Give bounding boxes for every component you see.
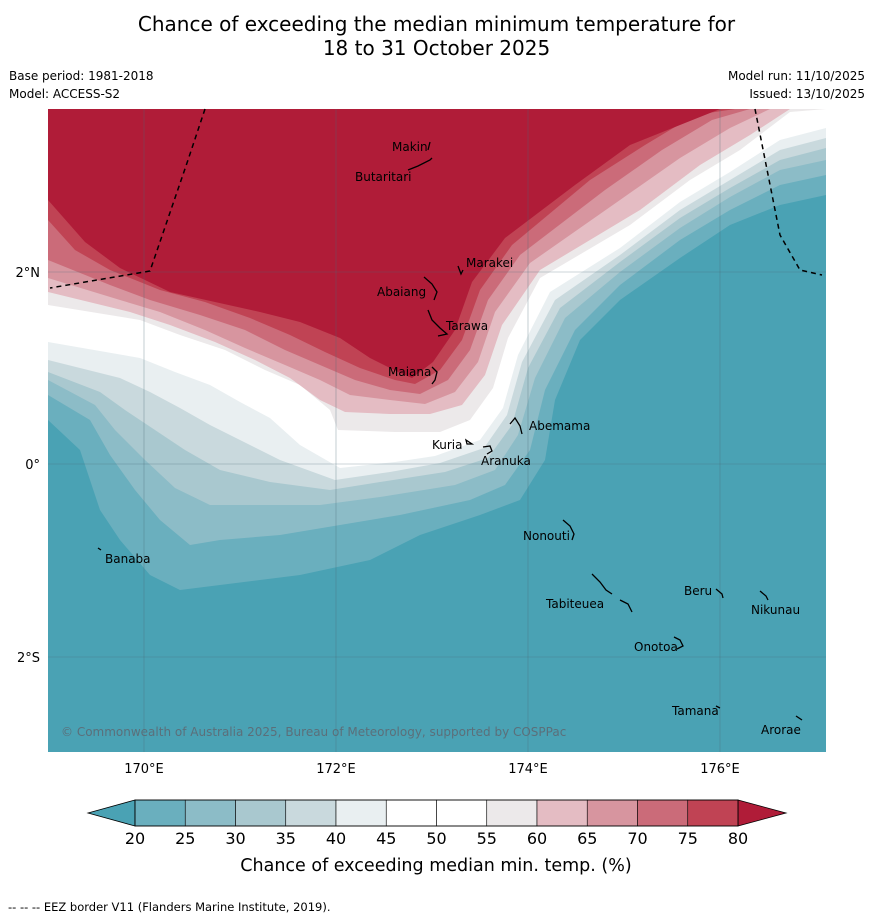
colorbar-label: Chance of exceeding median min. temp. (%…	[240, 856, 631, 876]
colorbar-segment-45-50	[385, 799, 437, 827]
colorbar-tick-55: 55	[477, 829, 497, 848]
gridlines	[48, 109, 826, 752]
colorbar-segment-25-30	[184, 799, 236, 827]
label-kuria: Kuria	[432, 438, 463, 452]
label-beru: Beru	[684, 584, 712, 598]
label-arorae: Arorae	[761, 723, 801, 737]
lon-label-174e: 174°E	[508, 762, 548, 777]
atolls	[97, 141, 803, 721]
colorbar-segment-30-35	[235, 799, 287, 827]
colorbar-tick-65: 65	[577, 829, 597, 848]
label-tarawa: Tarawa	[445, 319, 488, 333]
lat-label-2s: 2°S	[17, 651, 40, 666]
model-run-date: Model run: 11/10/2025	[727, 69, 865, 83]
lat-label-0: 0°	[25, 458, 40, 473]
model-name: Model: ACCESS-S2	[9, 87, 121, 101]
label-nikunau: Nikunau	[751, 603, 800, 617]
label-tamana: Tamana	[671, 704, 719, 718]
colorbar-tick-80: 80	[728, 829, 748, 848]
eez-credit: -- -- -- EEZ border V11 (Flanders Marine…	[8, 900, 331, 914]
colorbar-segment-50-55	[436, 799, 488, 827]
colorbar-extend-high	[737, 799, 788, 827]
colorbar-segment-75-80	[687, 799, 739, 827]
label-butaritari: Butaritari	[355, 170, 412, 184]
lon-label-170e: 170°E	[124, 762, 164, 777]
label-abaiang: Abaiang	[377, 285, 426, 299]
lon-label-172e: 172°E	[316, 762, 356, 777]
colorbar-segment-55-60	[486, 799, 538, 827]
colorbar-tick-70: 70	[627, 829, 647, 848]
colorbar-tick-20: 20	[125, 829, 145, 848]
colorbar: 20 25 30 35 40 45 50 55 60 65 70 75 80 Chance of exc…	[86, 799, 788, 876]
copyright-notice: © Commonwealth of Australia 2025, Bureau…	[61, 725, 566, 739]
label-onotoa: Onotoa	[634, 640, 678, 654]
colorbar-extend-low	[86, 799, 136, 827]
chart-title: Chance of exceeding the median minimum t…	[0, 12, 873, 60]
colorbar-tick-25: 25	[175, 829, 195, 848]
label-abemama: Abemama	[529, 419, 590, 433]
colorbar-segment-35-40	[285, 799, 337, 827]
eez-border	[49, 108, 823, 289]
colorbar-segment-40-45	[335, 799, 387, 827]
colorbar-tick-40: 40	[326, 829, 346, 848]
colorbar-segment-20-25	[134, 799, 186, 827]
label-nonouti: Nonouti	[523, 529, 570, 543]
label-maiana: Maiana	[388, 365, 431, 379]
base-period: Base period: 1981-2018	[9, 69, 154, 83]
colorbar-segment-70-75	[637, 799, 689, 827]
zone-above80	[48, 109, 720, 378]
colorbar-tick-35: 35	[276, 829, 296, 848]
colorbar-segment-65-70	[586, 799, 638, 827]
label-makin: Makin	[392, 140, 428, 154]
colorbar-segment-60-65	[536, 799, 588, 827]
probability-field	[48, 109, 826, 752]
title-line-1: Chance of exceeding the median minimum t…	[137, 12, 736, 36]
lat-label-2n: 2°N	[16, 266, 41, 281]
label-tabiteuea: Tabiteuea	[545, 597, 604, 611]
title-line-2: 18 to 31 October 2025	[322, 36, 551, 60]
colorbar-tick-30: 30	[225, 829, 245, 848]
colorbar-tick-60: 60	[527, 829, 547, 848]
colorbar-tick-45: 45	[376, 829, 396, 848]
label-aranuka: Aranuka	[481, 454, 531, 468]
colorbar-tick-75: 75	[678, 829, 698, 848]
lon-label-176e: 176°E	[700, 762, 740, 777]
colorbar-tick-50: 50	[426, 829, 446, 848]
label-marakei: Marakei	[466, 256, 513, 270]
issued-date: Issued: 13/10/2025	[749, 87, 865, 101]
label-banaba: Banaba	[105, 552, 151, 566]
